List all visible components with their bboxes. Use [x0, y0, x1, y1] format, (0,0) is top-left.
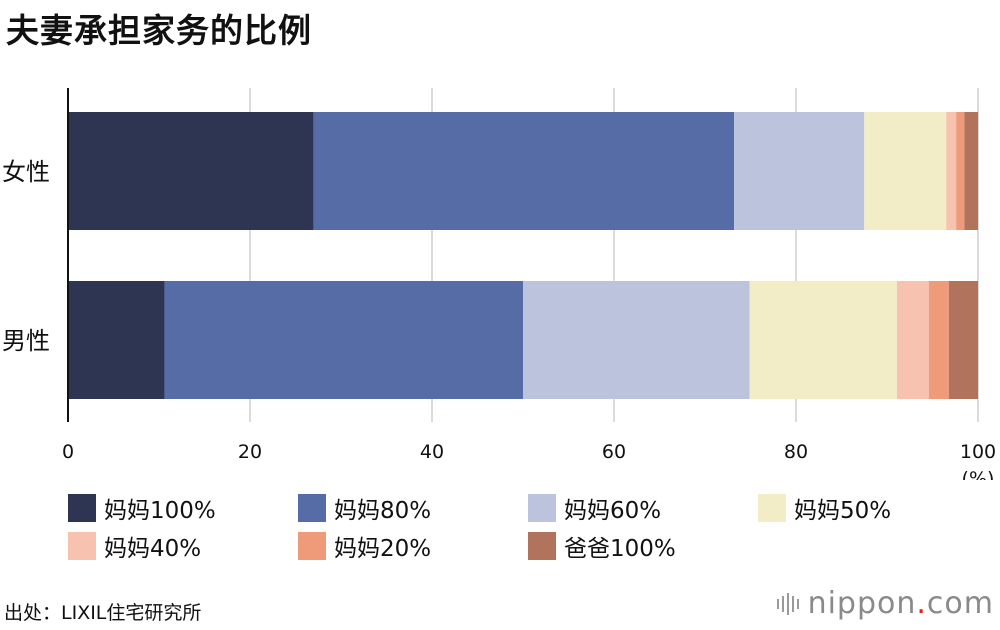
legend-swatch — [68, 494, 96, 522]
legend-swatch — [528, 494, 556, 522]
legend-label: 妈妈50% — [794, 498, 892, 524]
x-tick-label: 0 — [62, 441, 74, 463]
bar-segment — [68, 281, 165, 399]
bar-segment — [864, 112, 947, 230]
x-tick-label: 20 — [238, 441, 262, 463]
legend-swatch — [298, 532, 326, 560]
legend-item: 妈妈100% — [68, 493, 298, 524]
legend-swatch — [528, 532, 556, 560]
bar-segment — [928, 281, 949, 399]
x-tick-label: 40 — [420, 441, 444, 463]
legend-label: 妈妈40% — [104, 536, 202, 562]
legend-swatch — [68, 532, 96, 560]
logo-dot: . — [916, 586, 927, 621]
bar-segment — [164, 281, 523, 399]
chart-title: 夫妻承担家务的比例 — [6, 11, 312, 50]
legend-item: 妈妈50% — [758, 493, 978, 524]
logo-name: nippon — [807, 586, 917, 621]
logo-bars-icon — [776, 592, 802, 615]
x-tick-label: 60 — [602, 441, 626, 463]
legend-label: 妈妈20% — [334, 536, 432, 562]
legend-label: 妈妈60% — [564, 498, 662, 524]
category-label: 女性 — [2, 158, 50, 186]
bar-segment — [523, 281, 750, 399]
bar-segment — [946, 112, 957, 230]
bar-segment — [897, 281, 929, 399]
x-tick-label: 80 — [784, 441, 808, 463]
legend-item: 爸爸100% — [528, 531, 758, 562]
legend-item: 妈妈80% — [298, 493, 528, 524]
legend-label: 妈妈80% — [334, 498, 432, 524]
nippon-logo: nippon.com — [776, 586, 994, 621]
legend-swatch — [298, 494, 326, 522]
legend-item: 妈妈60% — [528, 493, 758, 524]
logo-tld: com — [926, 586, 994, 621]
legend-item: 妈妈40% — [68, 531, 298, 562]
legend-label: 爸爸100% — [564, 536, 676, 562]
x-tick-label: 100 — [960, 441, 996, 463]
bar-segment — [68, 112, 314, 230]
category-label: 男性 — [2, 327, 50, 355]
bar-segment — [749, 281, 898, 399]
bar-segment — [956, 112, 965, 230]
legend-swatch — [758, 494, 786, 522]
legend-label: 妈妈100% — [104, 498, 216, 524]
x-unit-label: (%) — [962, 468, 995, 480]
bar-segment — [734, 112, 865, 230]
bar-segment — [313, 112, 735, 230]
bar-segment — [948, 281, 978, 399]
legend-item: 妈妈20% — [298, 531, 528, 562]
bar-segment — [964, 112, 978, 230]
source-note: 出处：LIXIL住宅研究所 — [4, 602, 202, 624]
legend: 妈妈100% 妈妈80% 妈妈60% 妈妈50% 妈妈40% 妈妈20% 爸爸100% — [68, 493, 968, 562]
